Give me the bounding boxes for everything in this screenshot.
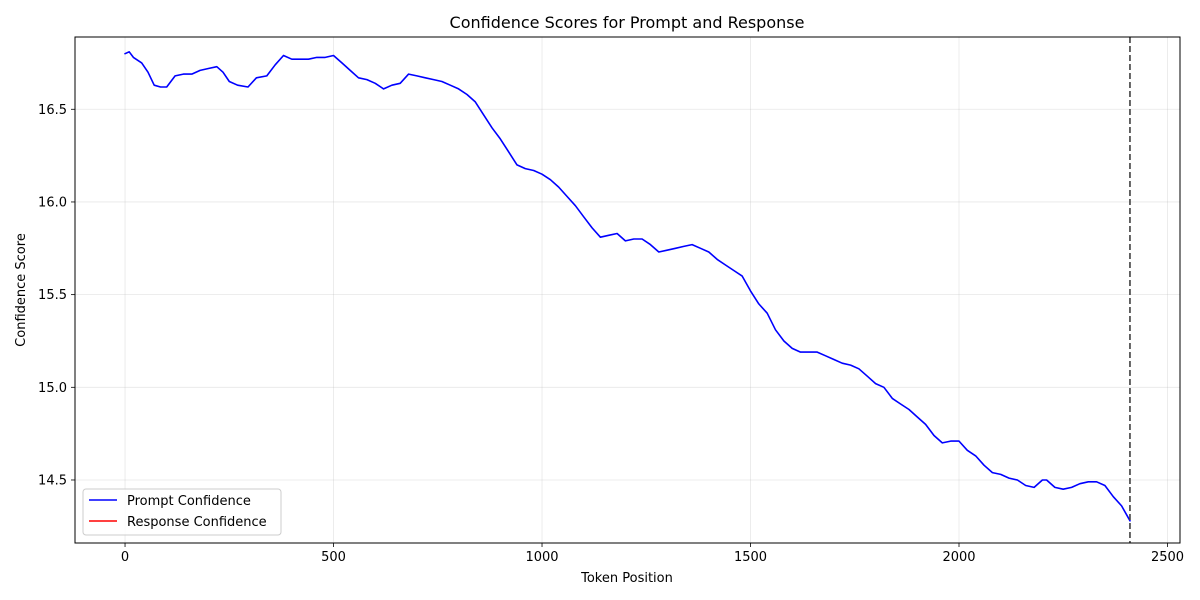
x-axis-title: Token Position [580,571,673,586]
x-tick-label: 0 [121,550,129,565]
chart-title: Confidence Scores for Prompt and Respons… [450,13,805,32]
legend: Prompt Confidence Response Confidence [82,488,282,536]
grid [75,37,1180,543]
y-axis-title: Confidence Score [14,233,29,347]
legend-label-prompt: Prompt Confidence [127,494,251,509]
y-tick-label: 15.5 [38,288,67,303]
y-tick-label: 16.0 [38,195,67,210]
x-tick-label: 2500 [1151,550,1184,565]
y-tick-label: 16.5 [38,103,67,118]
series-layer [124,37,1131,543]
legend-box [82,488,282,536]
legend-label-response: Response Confidence [127,515,267,530]
y-tick-label: 14.5 [38,473,67,488]
x-axis-ticks: 0 500 1000 1500 2000 2500 [121,543,1184,565]
x-tick-label: 1000 [525,550,558,565]
x-tick-label: 1500 [734,550,767,565]
x-tick-label: 500 [321,550,346,565]
plot-frame [74,36,1181,544]
x-tick-label: 2000 [942,550,975,565]
y-tick-label: 15.0 [38,381,67,396]
series-line-prompt [124,50,1131,522]
y-axis-ticks: 14.5 15.0 15.5 16.0 16.5 [38,103,75,488]
